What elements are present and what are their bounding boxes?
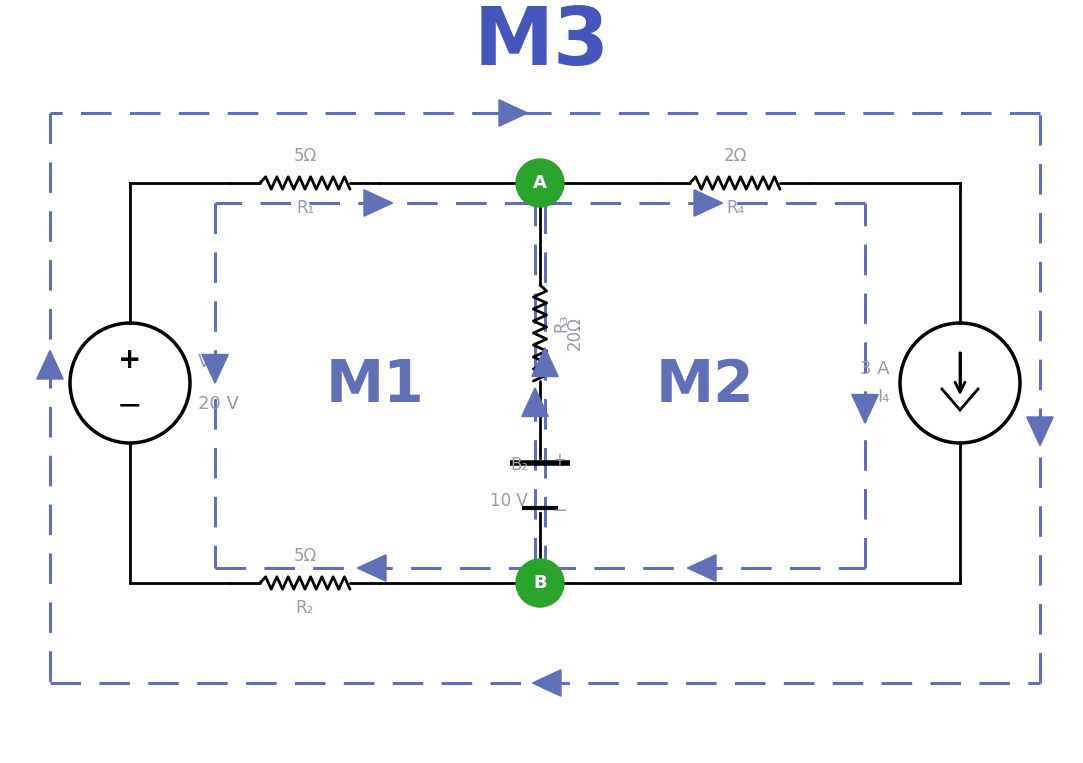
Text: −: − xyxy=(552,502,567,520)
Polygon shape xyxy=(694,190,722,216)
Text: R₂: R₂ xyxy=(296,599,314,617)
Polygon shape xyxy=(364,190,393,216)
Text: 2Ω: 2Ω xyxy=(723,147,746,165)
Text: I₄: I₄ xyxy=(877,388,890,406)
Text: 5Ω: 5Ω xyxy=(293,147,316,165)
Polygon shape xyxy=(533,670,561,696)
Polygon shape xyxy=(37,350,63,379)
Circle shape xyxy=(900,323,1020,443)
Polygon shape xyxy=(201,355,229,383)
Text: M1: M1 xyxy=(326,357,425,414)
Text: 20Ω: 20Ω xyxy=(566,316,584,350)
Text: B: B xyxy=(533,574,547,592)
Text: V₁: V₁ xyxy=(198,353,218,371)
Circle shape xyxy=(516,559,564,607)
Text: 10 V: 10 V xyxy=(491,492,529,510)
Polygon shape xyxy=(522,388,548,417)
Text: R₁: R₁ xyxy=(296,199,314,217)
Text: 5Ω: 5Ω xyxy=(293,547,316,565)
Text: 3 A: 3 A xyxy=(860,360,890,378)
Polygon shape xyxy=(1027,417,1053,446)
Circle shape xyxy=(516,159,564,207)
Text: R₃: R₃ xyxy=(552,314,570,332)
Text: −: − xyxy=(117,391,143,420)
Text: 20 V: 20 V xyxy=(198,395,239,413)
Polygon shape xyxy=(357,555,386,581)
Text: +: + xyxy=(118,346,142,374)
Circle shape xyxy=(70,323,190,443)
Text: M3: M3 xyxy=(473,4,610,82)
Polygon shape xyxy=(852,394,878,423)
Text: B₂: B₂ xyxy=(510,456,529,475)
Text: +: + xyxy=(552,451,566,469)
Polygon shape xyxy=(499,100,527,126)
Text: R₄: R₄ xyxy=(726,199,744,217)
Text: A: A xyxy=(533,174,547,192)
Polygon shape xyxy=(688,555,716,581)
Polygon shape xyxy=(532,348,558,376)
Text: M2: M2 xyxy=(655,357,755,414)
